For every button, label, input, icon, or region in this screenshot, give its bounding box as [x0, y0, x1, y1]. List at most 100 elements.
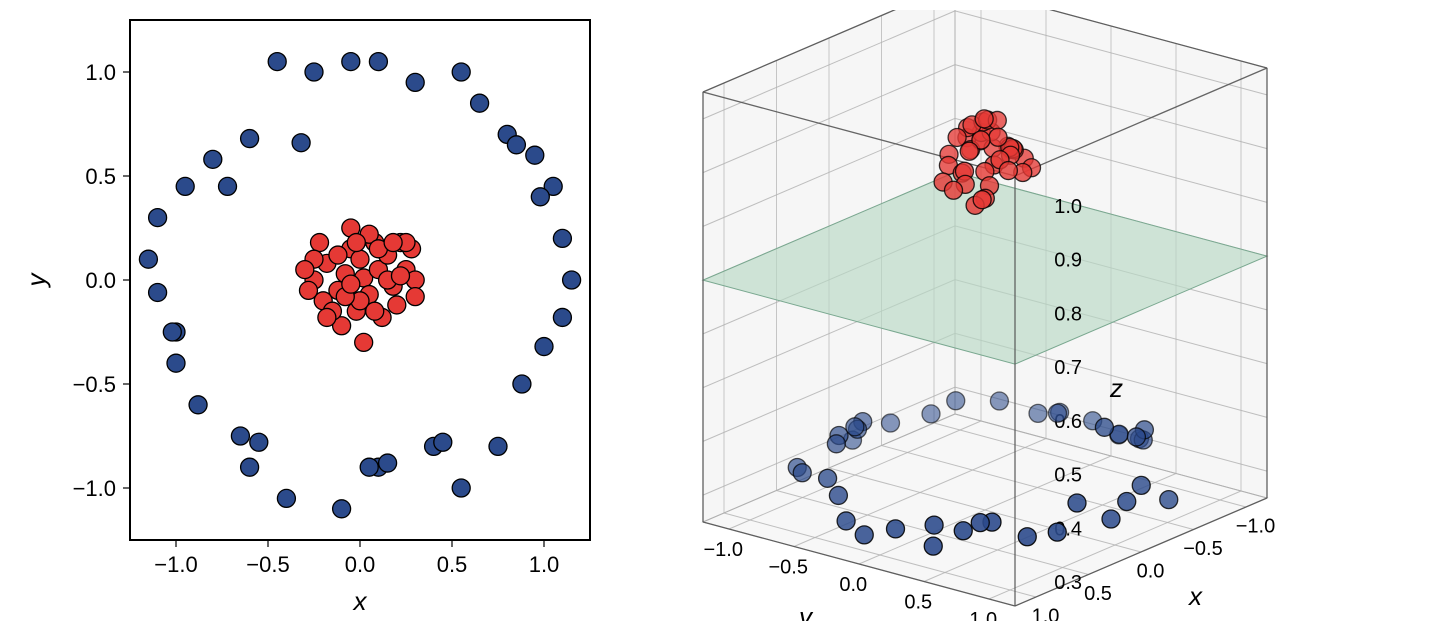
scatter-2d-svg: −1.0−0.50.00.51.0−1.0−0.50.00.51.0xy: [10, 10, 610, 621]
blue-point: [241, 130, 259, 148]
x-tick-label: 1.0: [529, 552, 560, 577]
y-axis-label: y: [21, 272, 51, 289]
z-tick-label: 0.7: [1054, 357, 1082, 379]
blue-point: [513, 375, 531, 393]
blue-point: [189, 396, 207, 414]
red-point: [347, 234, 365, 252]
red-point: [299, 281, 317, 299]
scatter-2d-panel: −1.0−0.50.00.51.0−1.0−0.50.00.51.0xy: [10, 10, 610, 621]
blue-point-3d: [954, 522, 972, 540]
y-tick-label: 1.0: [969, 609, 997, 621]
blue-point-3d: [1132, 476, 1150, 494]
blue-point-3d: [1095, 418, 1113, 436]
blue-point: [531, 188, 549, 206]
y-tick-label: −0.5: [769, 556, 808, 578]
red-point-3d: [999, 162, 1017, 180]
blue-point: [526, 146, 544, 164]
y-tick-label: 0.5: [904, 591, 932, 613]
blue-point-3d: [947, 392, 965, 410]
blue-point: [360, 458, 378, 476]
y-tick-label: 1.0: [85, 60, 116, 85]
scatter-3d-svg: −1.0−0.50.00.51.0−1.0−0.50.00.51.00.30.4…: [630, 10, 1430, 621]
red-point: [391, 267, 409, 285]
blue-point: [535, 338, 553, 356]
blue-point: [452, 479, 470, 497]
z-tick-label: 0.9: [1054, 250, 1082, 272]
blue-point: [219, 177, 237, 195]
x-axis-label: x: [1187, 581, 1203, 611]
x-axis-label: x: [352, 586, 368, 616]
blue-point: [305, 63, 323, 81]
blue-point-3d: [1018, 528, 1036, 546]
blue-point: [241, 458, 259, 476]
blue-point: [471, 94, 489, 112]
red-point: [351, 250, 369, 268]
blue-point: [163, 323, 181, 341]
red-point-3d: [975, 110, 993, 128]
blue-point-3d: [829, 486, 847, 504]
blue-point: [342, 53, 360, 71]
red-point: [366, 302, 384, 320]
blue-point: [379, 454, 397, 472]
x-tick-label: −0.5: [1183, 538, 1222, 560]
blue-point-3d: [1029, 404, 1047, 422]
x-tick-label: −1.0: [154, 552, 197, 577]
y-axis-label: y: [797, 602, 814, 622]
red-point: [406, 288, 424, 306]
blue-point: [268, 53, 286, 71]
blue-point: [139, 250, 157, 268]
red-point: [318, 308, 336, 326]
blue-point-3d: [1102, 510, 1120, 528]
red-point: [296, 261, 314, 279]
blue-point: [231, 427, 249, 445]
blue-point-3d: [1049, 404, 1067, 422]
red-point: [342, 275, 360, 293]
y-tick-label: −0.5: [73, 372, 116, 397]
z-tick-label: 0.5: [1054, 465, 1082, 487]
blue-point-3d: [887, 520, 905, 538]
blue-point-3d: [924, 537, 942, 555]
blue-point-3d: [990, 392, 1008, 410]
y-tick-label: 0.0: [839, 574, 867, 596]
x-tick-label: −1.0: [1236, 515, 1275, 537]
x-tick-label: 0.5: [437, 552, 468, 577]
x-tick-label: 1.0: [1032, 605, 1060, 621]
blue-point: [553, 229, 571, 247]
z-axis-label: z: [1109, 373, 1123, 403]
red-point: [388, 296, 406, 314]
blue-point-3d: [922, 405, 940, 423]
blue-point: [553, 308, 571, 326]
x-tick-label: 0.0: [1137, 560, 1165, 582]
blue-point: [292, 134, 310, 152]
blue-point: [489, 437, 507, 455]
x-tick-label: 0.5: [1084, 583, 1112, 605]
red-point: [311, 234, 329, 252]
z-tick-label: 1.0: [1054, 196, 1082, 218]
z-tick-label: 0.3: [1054, 572, 1082, 594]
y-tick-label: −1.0: [704, 539, 743, 561]
z-tick-label: 0.8: [1054, 303, 1082, 325]
blue-point-3d: [819, 469, 837, 487]
blue-point: [204, 150, 222, 168]
red-point-3d: [960, 142, 978, 160]
blue-point: [563, 271, 581, 289]
blue-point-3d: [827, 435, 845, 453]
blue-point-3d: [971, 514, 989, 532]
blue-point: [250, 433, 268, 451]
blue-point: [277, 489, 295, 507]
red-point-3d: [973, 191, 991, 209]
blue-point: [434, 433, 452, 451]
blue-point-3d: [882, 414, 900, 432]
blue-point: [149, 283, 167, 301]
blue-point-3d: [855, 526, 873, 544]
x-tick-label: −0.5: [246, 552, 289, 577]
y-tick-label: −1.0: [73, 476, 116, 501]
blue-point-3d: [793, 464, 811, 482]
red-point: [329, 246, 347, 264]
blue-point: [507, 136, 525, 154]
blue-point: [369, 53, 387, 71]
blue-point-3d: [846, 418, 864, 436]
blue-point: [452, 63, 470, 81]
blue-point-3d: [837, 512, 855, 530]
red-point: [384, 234, 402, 252]
